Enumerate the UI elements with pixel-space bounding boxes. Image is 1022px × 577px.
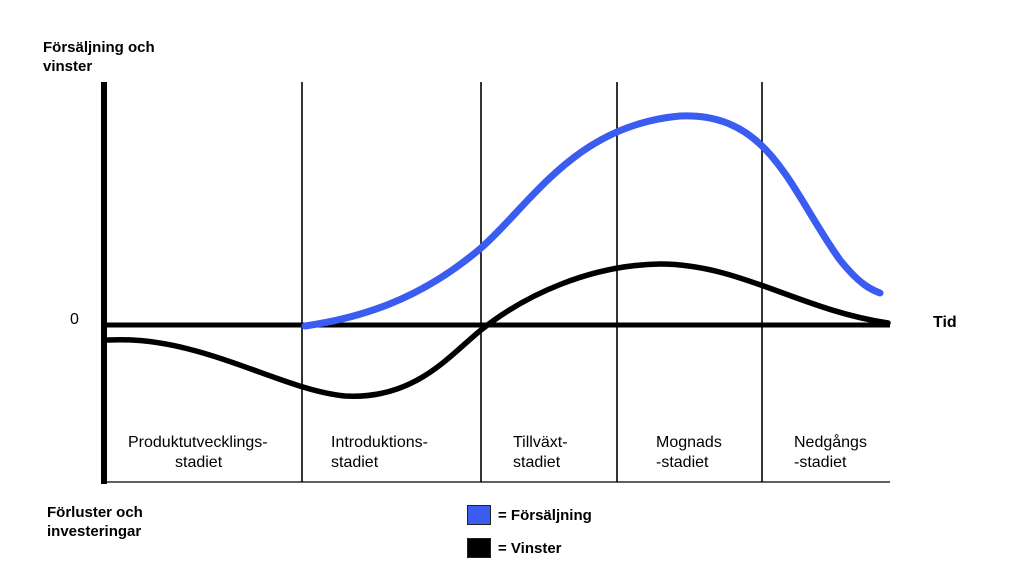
legend-swatch-sales xyxy=(467,505,491,525)
stage-label-line1: Tillväxt- xyxy=(513,434,568,451)
stage-label-growth: Tillväxt- stadiet xyxy=(513,433,568,473)
stage-label-line1: Nedgångs xyxy=(794,434,867,451)
y-axis-top-label-line2: vinster xyxy=(43,58,93,75)
y-axis-bottom-label-line1: Förluster och xyxy=(47,504,143,521)
x-axis-label: Tid xyxy=(933,314,957,331)
stage-label-introduction: Introduktions- stadiet xyxy=(331,433,428,473)
zero-label: 0 xyxy=(70,311,79,328)
y-axis-top-label-line1: Försäljning och xyxy=(43,39,155,56)
stage-label-line2: stadiet xyxy=(175,454,223,471)
stage-label-line1: Mognads xyxy=(656,434,722,451)
stage-label-product-development: Produktutvecklings- stadiet xyxy=(128,433,268,473)
y-axis-bottom-label-line2: investeringar xyxy=(47,523,142,540)
stage-label-line2: -stadiet xyxy=(794,454,847,471)
legend-swatch-profit xyxy=(467,538,491,558)
stage-label-line1: Introduktions- xyxy=(331,434,428,451)
stage-label-maturity: Mognads -stadiet xyxy=(656,433,722,473)
legend-label-profit: = Vinster xyxy=(498,540,562,557)
y-axis-top-label: Försäljning och vinster xyxy=(43,38,155,76)
stage-label-line2: stadiet xyxy=(331,454,379,471)
y-axis-bottom-label: Förluster och investeringar xyxy=(47,503,143,541)
sales-curve xyxy=(301,112,884,330)
legend-label-sales: = Försäljning xyxy=(498,507,592,524)
stage-label-line2: stadiet xyxy=(513,454,561,471)
profit-curve xyxy=(105,261,891,399)
stage-label-line1: Produktutvecklings- xyxy=(128,434,268,451)
stage-label-line2: -stadiet xyxy=(656,454,709,471)
stage-label-decline: Nedgångs -stadiet xyxy=(794,433,867,473)
